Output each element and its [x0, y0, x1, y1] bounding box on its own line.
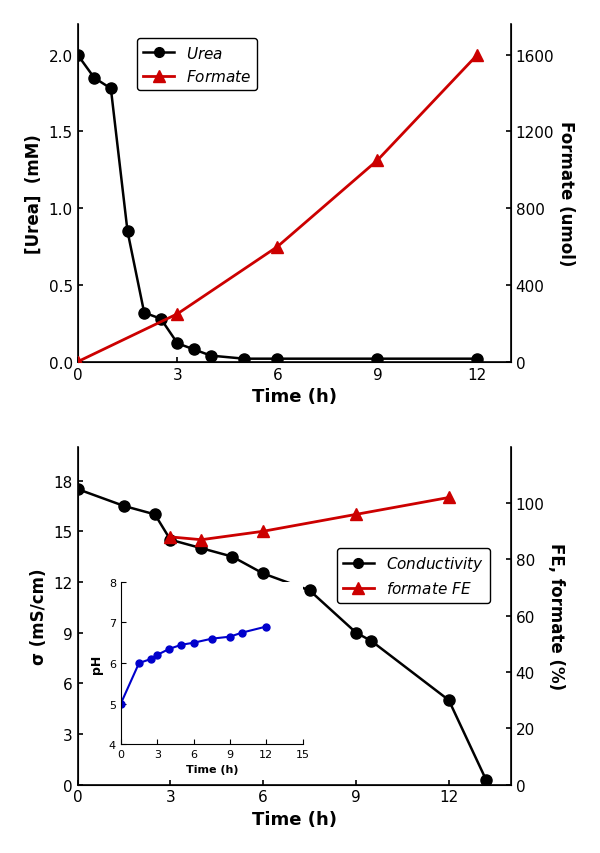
X-axis label: Time (h): Time (h)	[251, 810, 337, 828]
Y-axis label: FE, formate (%): FE, formate (%)	[547, 543, 565, 689]
X-axis label: Time (h): Time (h)	[251, 388, 337, 406]
Y-axis label: σ (mS/cm): σ (mS/cm)	[30, 568, 48, 664]
Y-axis label: [Urea]  (mM): [Urea] (mM)	[25, 134, 43, 253]
Y-axis label: Formate (umol): Formate (umol)	[557, 121, 575, 266]
Legend: $\it{Urea}$, $\it{Formate}$: $\it{Urea}$, $\it{Formate}$	[137, 39, 257, 91]
Legend: $\it{Conductivity}$, $\it{formate\ FE}$: $\it{Conductivity}$, $\it{formate\ FE}$	[337, 548, 490, 603]
